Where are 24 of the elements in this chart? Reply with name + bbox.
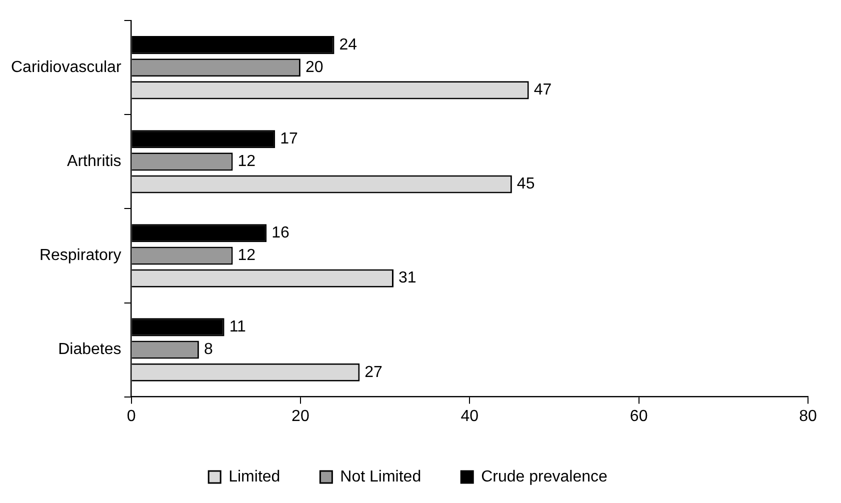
- data-label: 20: [305, 59, 324, 76]
- y-tick-label: Caridiovascular: [11, 59, 122, 76]
- y-tick-label: Arthritis: [67, 153, 122, 170]
- data-label: 31: [398, 270, 416, 287]
- legend-label: Crude prevalence: [481, 468, 608, 486]
- x-tick-label: 40: [460, 408, 479, 425]
- x-tick-label: 0: [126, 408, 136, 425]
- x-tick-label: 20: [292, 408, 310, 425]
- y-tick-label: Respiratory: [39, 247, 122, 264]
- data-label: 17: [280, 130, 298, 148]
- legend-label: Limited: [228, 468, 280, 486]
- data-label: 45: [516, 176, 535, 193]
- data-label: 12: [238, 247, 256, 264]
- data-label: 12: [238, 153, 256, 170]
- data-label: 27: [364, 364, 383, 381]
- data-label: 11: [229, 318, 246, 336]
- data-label: 8: [204, 341, 213, 358]
- legend-label: Not Limited: [340, 468, 422, 486]
- data-label: 24: [339, 36, 358, 54]
- x-tick-label: 80: [799, 408, 817, 425]
- data-label: 16: [272, 224, 290, 242]
- y-tick-label: Diabetes: [58, 341, 122, 358]
- x-tick-label: 60: [630, 408, 648, 425]
- data-label: 47: [534, 82, 552, 99]
